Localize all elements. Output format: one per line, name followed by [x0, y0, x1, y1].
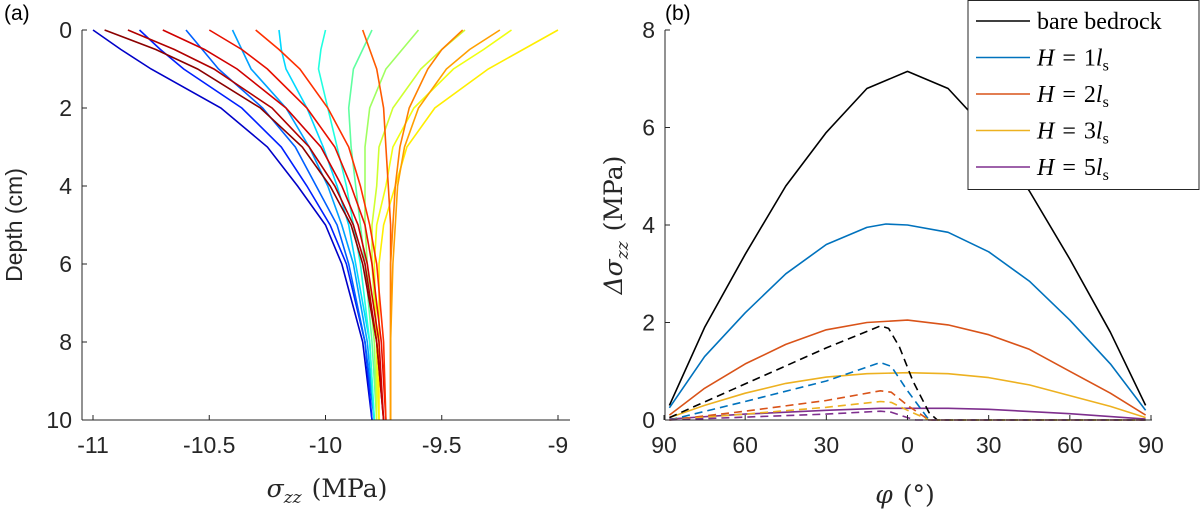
y-label-unit: (MPa) [599, 156, 628, 232]
legend-var: H [1036, 155, 1056, 181]
stress-profile-line-3 [231, 29, 376, 421]
panel-b-label: (b) [665, 2, 691, 25]
legend-entry-3: H = 3ls [1036, 119, 1109, 148]
y-tick-label: 2 [59, 95, 72, 121]
legend-sym: l [1096, 46, 1103, 72]
panel-a-label: (a) [4, 2, 30, 25]
x-label-unit: (°) [903, 480, 935, 509]
x-tick-label: -11 [77, 432, 109, 458]
x-tick-label: 30 [976, 432, 1002, 458]
stress-profile-line-18 [389, 29, 501, 420]
legend-eq: = [1062, 119, 1076, 145]
legend-num: 2 [1084, 82, 1096, 108]
y-tick-label: 6 [642, 115, 655, 141]
dashed-series-line-5 [669, 325, 1146, 421]
y-tick-label: 8 [59, 329, 72, 355]
x-label-subscript: zz [283, 488, 303, 508]
legend-eq: = [1062, 82, 1076, 108]
stress-profile-line-5 [317, 29, 376, 421]
panel-b-y-label: Δσzz (MPa) [599, 156, 633, 296]
legend-sub: s [1103, 167, 1109, 184]
legend-num: 5 [1084, 155, 1096, 181]
legend-sym: l [1096, 155, 1103, 181]
stress-profile-line-4 [278, 29, 376, 421]
stress-profile-line-11 [104, 29, 385, 421]
stress-profile-line-8 [371, 29, 466, 420]
y-label-symbol: Δσ [599, 258, 628, 295]
x-label-unit: (MPa) [312, 474, 388, 503]
x-label-symbol: σ [267, 474, 285, 503]
legend-entry-4: H = 5ls [1036, 155, 1109, 184]
panel-a-curves [92, 29, 559, 421]
stress-profile-line-17 [389, 29, 464, 420]
legend-entry-1: H = 1ls [1036, 46, 1109, 75]
legend-sym: l [1096, 82, 1103, 108]
stress-profile-line-0 [92, 29, 373, 421]
y-tick-label: 0 [642, 407, 655, 433]
legend-var: H [1036, 82, 1056, 108]
x-tick-label: 30 [814, 432, 840, 458]
panel-b-x-label: φ (°) [875, 480, 935, 509]
solid-series-line-2 [668, 319, 1147, 416]
stress-profile-line-10 [378, 29, 559, 420]
x-label-symbol: φ [875, 480, 893, 509]
x-tick-label: 60 [1057, 432, 1083, 458]
legend-var: H [1036, 119, 1056, 145]
legend-eq: = [1062, 46, 1076, 72]
y-tick-label: 8 [642, 17, 655, 43]
y-label-subscript: zz [613, 240, 633, 260]
stress-profile-line-15 [255, 29, 387, 421]
solid-series-line-3 [669, 371, 1146, 419]
dashed-series-line-6 [669, 361, 1146, 421]
legend-entry-2: H = 2ls [1036, 82, 1109, 111]
stress-profile-line-6 [347, 29, 378, 421]
legend-num: 1 [1084, 46, 1096, 72]
panel-a-x-label: σzz (MPa) [267, 474, 388, 508]
stress-profile-line-14 [208, 29, 387, 421]
stress-profile-line-12 [127, 29, 385, 421]
panel-b-curves [668, 70, 1147, 421]
x-tick-label: 90 [1138, 432, 1164, 458]
y-tick-label: 4 [642, 212, 655, 238]
stress-profile-line-13 [162, 29, 385, 421]
x-tick-label: -9.5 [422, 432, 462, 458]
legend-entry-0: bare bedrock [1037, 9, 1162, 35]
x-tick-label: -10.5 [183, 432, 235, 458]
y-tick-label: 4 [59, 173, 72, 199]
y-tick-label: 0 [59, 17, 72, 43]
x-tick-label: 90 [651, 432, 677, 458]
solid-series-line-4 [669, 407, 1146, 420]
x-tick-label: 60 [732, 432, 758, 458]
stress-profile-line-9 [373, 29, 512, 421]
legend-box [967, 0, 1200, 190]
dashed-series-line-8 [669, 400, 1146, 421]
legend-var: H [1036, 46, 1056, 72]
solid-series-line-1 [668, 223, 1147, 411]
legend-eq: = [1062, 155, 1076, 181]
y-tick-label: 10 [46, 407, 72, 433]
legend-sub: s [1103, 94, 1109, 111]
stress-profile-line-2 [185, 29, 376, 421]
x-tick-label: 0 [901, 432, 914, 458]
x-tick-label: -10 [309, 432, 342, 458]
legend-sub: s [1103, 58, 1109, 75]
panel-a-ticks: -11 -10.5 -10 -9.5 -9 0 2 4 6 8 10 [46, 17, 568, 458]
legend-num: 3 [1084, 119, 1096, 145]
x-tick-label: -9 [548, 432, 568, 458]
legend-sub: s [1103, 131, 1109, 148]
y-tick-label: 2 [642, 310, 655, 336]
stress-profile-line-1 [138, 29, 373, 421]
panel-a-y-label: Depth (cm) [1, 168, 27, 282]
legend-sym: l [1096, 119, 1103, 145]
y-tick-label: 6 [59, 251, 72, 277]
solid-series-line-0 [668, 70, 1147, 406]
